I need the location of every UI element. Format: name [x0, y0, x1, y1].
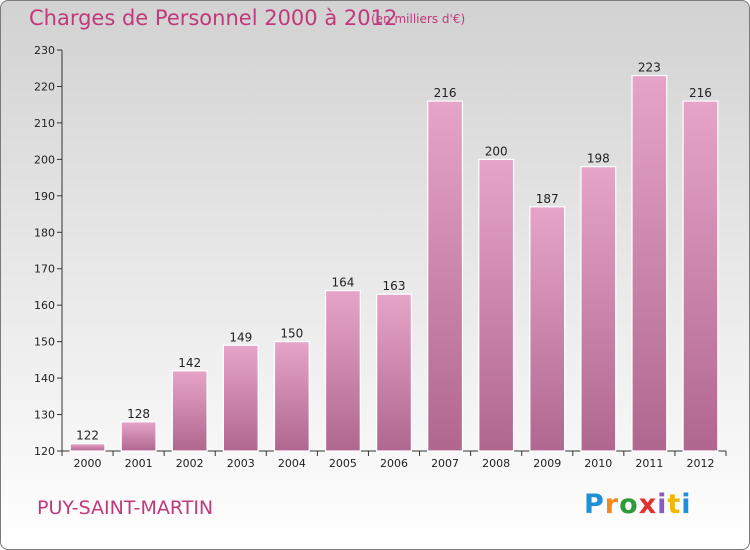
- bar: [580, 166, 617, 452]
- y-tick-label: 180: [34, 226, 55, 239]
- x-tick-label: 2001: [125, 457, 153, 470]
- x-tick-label: 2004: [278, 457, 306, 470]
- bar: [529, 206, 566, 452]
- bar: [222, 344, 259, 452]
- bar: [427, 100, 464, 452]
- bar-value-label: 223: [638, 61, 661, 75]
- x-tick-label: 2010: [584, 457, 612, 470]
- bar-value-label: 122: [76, 429, 99, 443]
- bar: [478, 158, 515, 452]
- y-tick-label: 150: [34, 336, 55, 349]
- x-tick-label: 2000: [74, 457, 102, 470]
- bar-value-label: 149: [229, 330, 252, 344]
- bar-value-label: 216: [434, 86, 457, 100]
- y-tick-label: 170: [34, 263, 55, 276]
- bar-value-label: 216: [689, 86, 712, 100]
- bar-value-label: 198: [587, 152, 610, 166]
- bar: [69, 443, 106, 452]
- town-name: PUY-SAINT-MARTIN: [37, 497, 214, 519]
- bar: [273, 341, 310, 452]
- bar: [682, 100, 719, 452]
- x-tick-label: 2002: [176, 457, 204, 470]
- chart-subtitle: (en milliers d'€): [371, 12, 466, 26]
- bar-value-label: 150: [280, 327, 303, 341]
- bar: [171, 370, 208, 452]
- y-tick-label: 160: [34, 299, 55, 312]
- bar-value-label: 163: [383, 279, 406, 293]
- y-tick-label: 120: [34, 445, 55, 458]
- bar: [120, 421, 157, 452]
- x-tick-label: 2006: [380, 457, 408, 470]
- y-tick-label: 200: [34, 153, 55, 166]
- y-tick-label: 230: [34, 44, 55, 57]
- x-tick-label: 2009: [533, 457, 561, 470]
- x-tick-label: 2003: [227, 457, 255, 470]
- proxiti-logo[interactable]: Proxiti: [584, 489, 692, 520]
- bar-value-label: 142: [178, 356, 201, 370]
- bar: [324, 290, 361, 452]
- x-tick-label: 2011: [635, 457, 663, 470]
- y-tick-label: 140: [34, 372, 55, 385]
- x-tick-label: 2005: [329, 457, 357, 470]
- bar: [631, 74, 668, 452]
- bar: [376, 293, 412, 452]
- y-tick-label: 130: [34, 409, 55, 422]
- y-tick-label: 210: [34, 117, 55, 130]
- y-tick-label: 190: [34, 190, 55, 203]
- chart-title: Charges de Personnel 2000 à 2012: [29, 6, 398, 30]
- bar-value-label: 187: [536, 192, 559, 206]
- bar-value-label: 128: [127, 407, 150, 421]
- bar-value-label: 200: [485, 144, 508, 158]
- bar-value-label: 164: [331, 276, 354, 290]
- x-tick-label: 2012: [686, 457, 714, 470]
- x-tick-label: 2007: [431, 457, 459, 470]
- x-tick-label: 2008: [482, 457, 510, 470]
- y-tick-label: 220: [34, 80, 55, 93]
